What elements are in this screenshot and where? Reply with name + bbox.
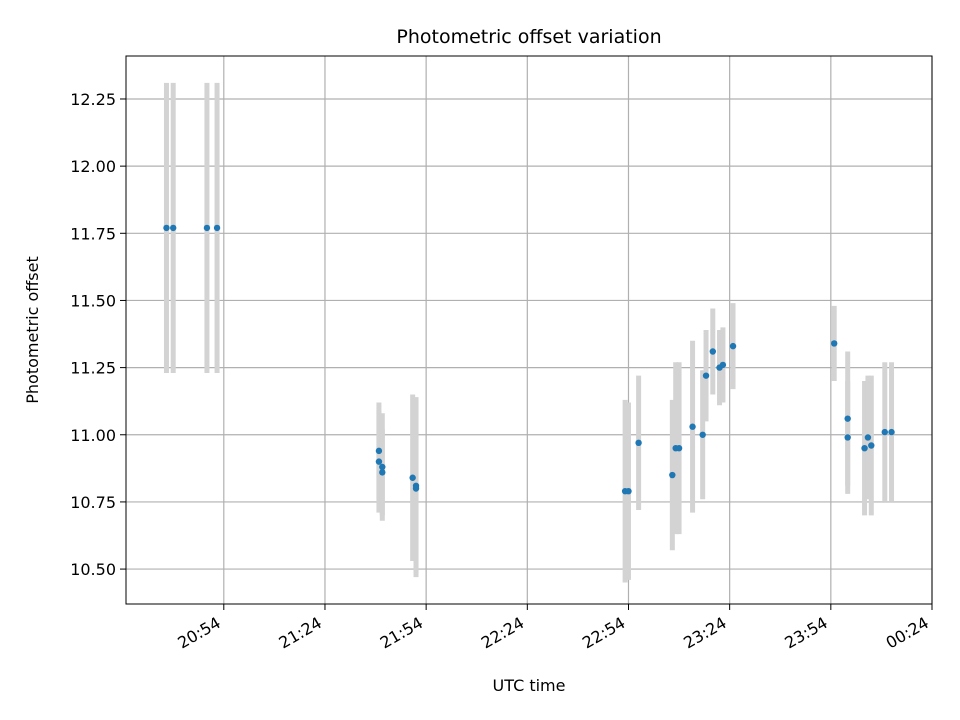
data-point <box>379 469 386 476</box>
y-tick-label: 12.25 <box>70 90 116 109</box>
data-point <box>864 434 872 441</box>
data-point <box>888 428 895 436</box>
x-axis-label: UTC time <box>493 676 566 695</box>
data-point <box>203 224 211 232</box>
data-point <box>729 342 737 350</box>
data-point <box>170 224 177 232</box>
data-point <box>702 372 710 379</box>
y-tick-label: 10.75 <box>70 493 116 512</box>
data-point <box>689 423 696 430</box>
data-point <box>675 444 683 452</box>
data-point <box>635 439 642 447</box>
data-point <box>709 348 716 355</box>
data-point <box>881 428 888 436</box>
data-point <box>412 485 420 492</box>
data-point <box>861 444 868 452</box>
data-point <box>669 471 676 479</box>
data-point <box>699 431 706 438</box>
y-tick-label: 11.50 <box>70 291 116 310</box>
y-tick-label: 10.50 <box>70 560 116 579</box>
y-axis: 10.50 10.75 11.00 11.25 11.50 11.75 12.00 12.25 <box>70 90 126 579</box>
plot-frame <box>125 55 933 605</box>
y-tick-label: 11.75 <box>70 224 116 243</box>
data-points <box>163 224 895 495</box>
data-point <box>163 224 170 232</box>
data-point <box>625 487 632 495</box>
data-point <box>844 434 851 441</box>
data-point <box>719 361 727 369</box>
data-point <box>831 340 838 347</box>
data-point <box>844 415 851 422</box>
y-tick-label: 11.00 <box>70 426 116 445</box>
data-point <box>213 224 221 232</box>
data-point <box>409 474 416 481</box>
data-point <box>375 447 383 455</box>
data-point <box>868 442 875 449</box>
gridlines <box>126 56 933 604</box>
data-point <box>379 463 386 471</box>
data-point <box>375 458 383 465</box>
chart-title: Photometric offset variation <box>396 26 661 48</box>
y-tick-label: 12.00 <box>70 157 116 176</box>
y-tick-label: 11.25 <box>70 359 116 378</box>
y-axis-label: Photometric offset <box>23 256 42 404</box>
